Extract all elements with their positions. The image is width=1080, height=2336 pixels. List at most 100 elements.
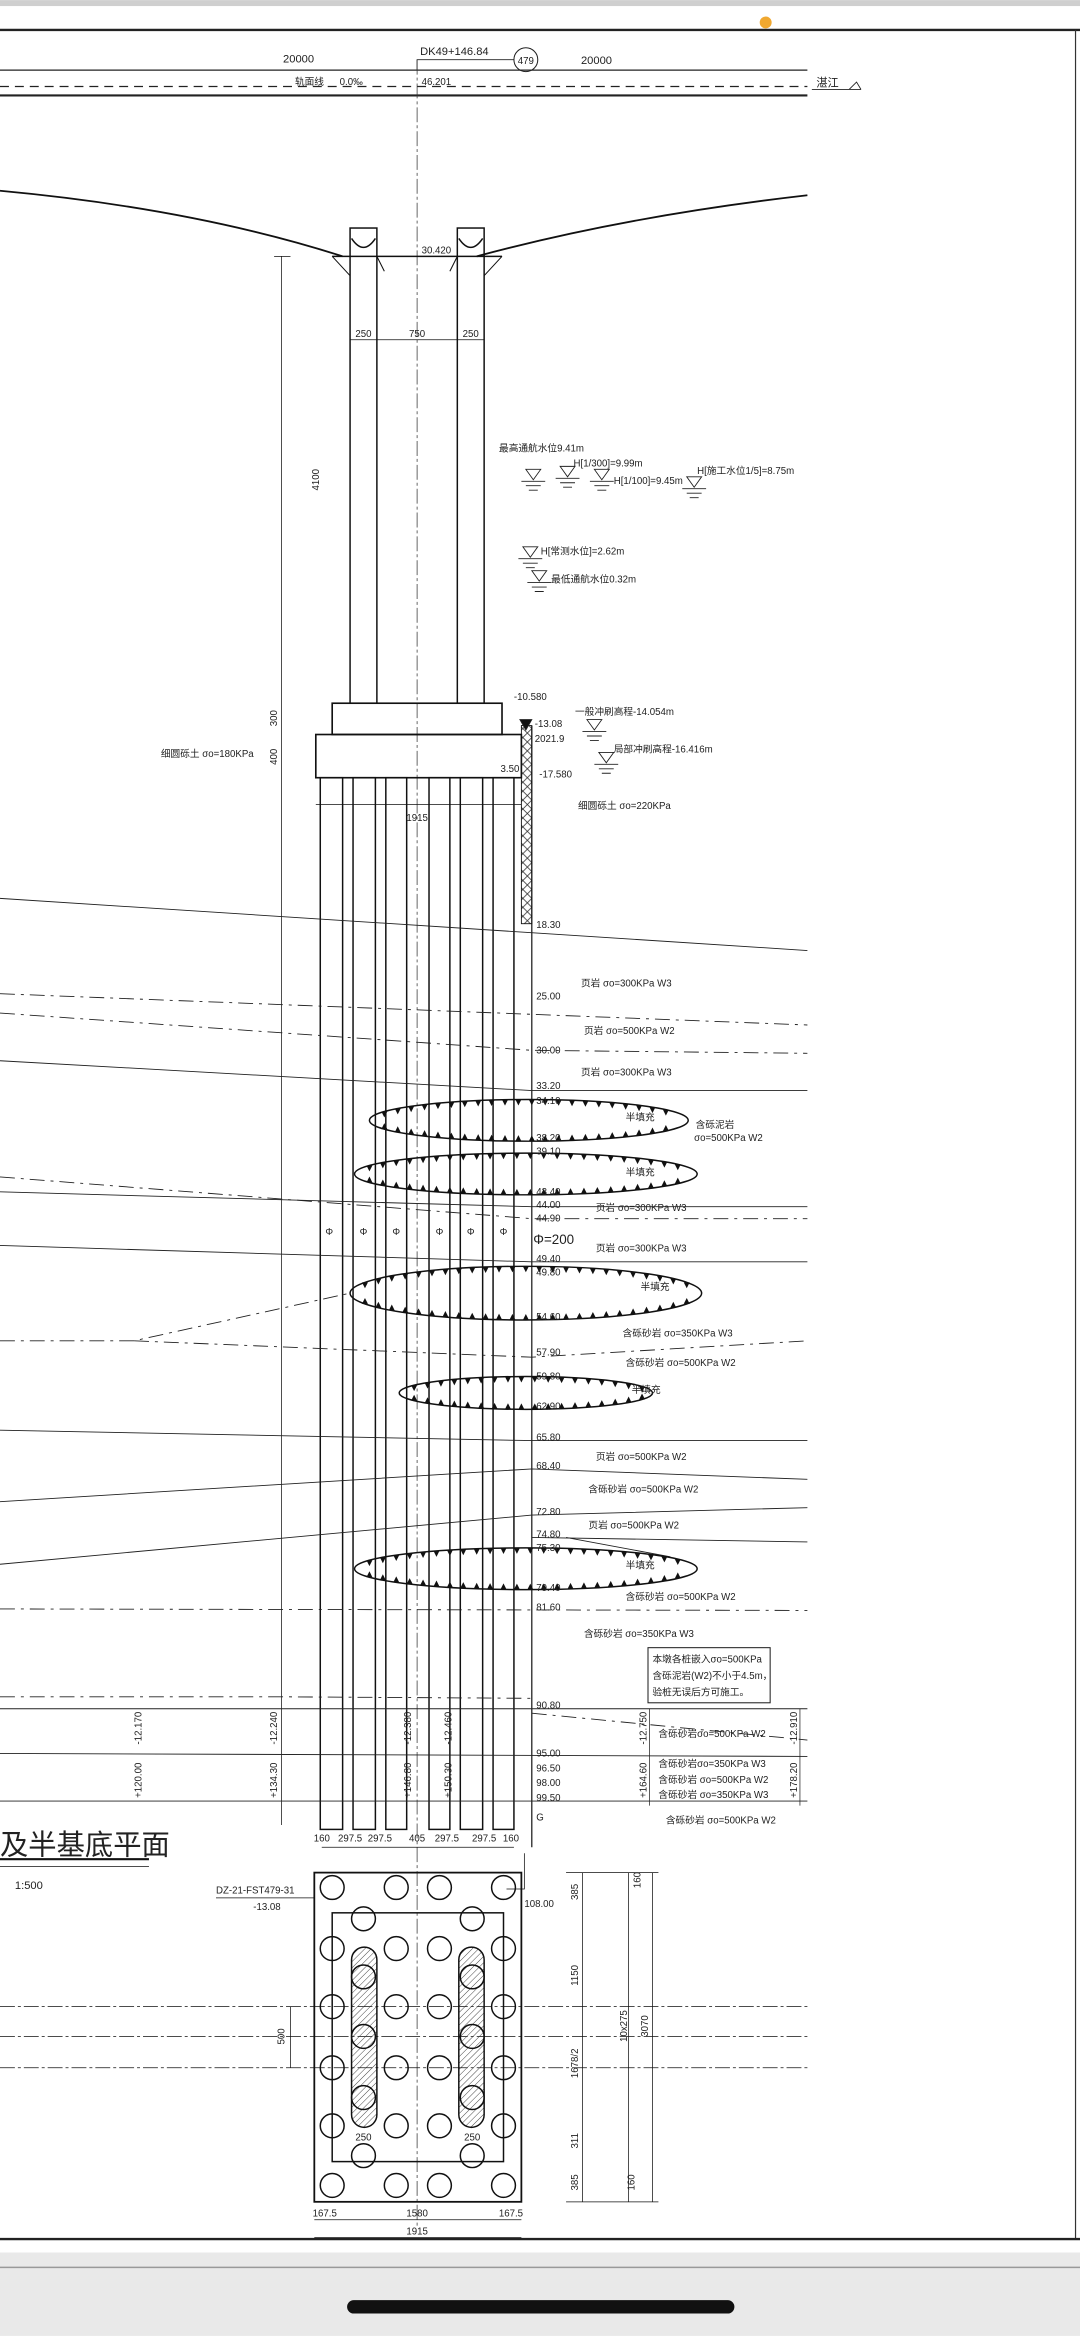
cavity-tick (609, 1132, 616, 1139)
pile (352, 776, 377, 1831)
cavity-tick (420, 1552, 427, 1558)
pile-circle (459, 2023, 485, 2050)
cavity-tick (513, 1583, 520, 1590)
label-depth-marks-0: 18.30 (536, 920, 560, 931)
cavity-tick (576, 1267, 583, 1274)
home-indicator[interactable] (347, 2300, 735, 2314)
label-plan-dim-500: 500 (277, 2028, 288, 2044)
label-depth-marks-5: 38.20 (536, 1133, 560, 1144)
label-top-span-right: 20000 (581, 55, 612, 67)
cavity-tick (500, 1583, 507, 1590)
label-plan-bottom-dims-2: 167.5 (499, 2209, 523, 2220)
cavity-tick (643, 1273, 650, 1280)
cavity-tick (394, 1126, 401, 1133)
cavity-tick (558, 1377, 565, 1384)
pile-circle (383, 2055, 409, 2081)
label-layers-9: 页岩 σo=500KPa W2 (596, 1450, 687, 1463)
cavity-tick (437, 1399, 444, 1406)
label-pile-symbol: Φ (325, 1227, 333, 1238)
label-plan-edge-dims-1: 10x275 (619, 2010, 630, 2042)
water-level-symbols (518, 465, 707, 774)
label-depth-marks-27: 99.50 (536, 1793, 560, 1804)
label-depth-marks-10: 49.40 (536, 1254, 560, 1265)
cavity-tick (502, 1134, 508, 1141)
cavity-tick (540, 1583, 547, 1590)
label-plan-edge-dims-2: 160 (627, 2174, 638, 2190)
pile-circle (490, 1874, 517, 1901)
label-plan-side-dims-0: 385 (570, 1884, 581, 1900)
cavity-tick (648, 1182, 654, 1189)
cavity-tick (500, 1153, 507, 1160)
cavity-tick (433, 1185, 440, 1192)
cavity-tick (478, 1402, 485, 1409)
cavity-tick (661, 1161, 668, 1168)
cavity-tick (522, 1266, 529, 1273)
water-level-icon (594, 751, 619, 774)
cavity-tick (388, 1304, 395, 1311)
cavity-tick (487, 1583, 494, 1590)
label-plan-bottom-dims-1: 1580 (406, 2209, 428, 2220)
layer-line (0, 1176, 808, 1220)
label-plan-spacing-dims-2: 297.5 (368, 1833, 392, 1844)
cavity-tick (558, 1402, 565, 1409)
label-cavity-label: 半填充 (626, 1559, 655, 1572)
cavity-tick (433, 1550, 440, 1557)
cavity-tick (421, 1104, 428, 1111)
cavity-tick (594, 1186, 601, 1193)
label-plan-side-dims-3: 311 (570, 2133, 581, 2148)
layer-line (0, 993, 808, 1026)
label-plan-spacing-dims-0: 160 (314, 1833, 330, 1844)
label-depth-marks-23: 90.80 (536, 1701, 560, 1712)
cavity-tick (572, 1377, 578, 1384)
label-top-pier-no: 479 (518, 56, 534, 67)
cavity-tick (487, 1153, 494, 1160)
cavity-tick (536, 1313, 543, 1320)
layer-line (0, 1468, 808, 1503)
cavity-tick (455, 1311, 462, 1318)
label-cavity-label: 半填充 (632, 1383, 661, 1396)
cavity-tick (473, 1582, 480, 1589)
label-water-levels-7: 局部冲刷高程-16.416m (614, 742, 713, 755)
ground-level-icon (519, 719, 533, 731)
pile-circle (426, 1994, 453, 2020)
cavity-tick (536, 1266, 543, 1273)
cavity-tick (616, 1270, 623, 1277)
label-plan-scale: 1:500 (15, 1880, 43, 1892)
cavity-tick (446, 1155, 453, 1162)
label-pile-tips-3-length: +150.30 (443, 1763, 454, 1798)
label-pier-dim-between: 750 (409, 329, 425, 340)
cavity-tick (589, 1311, 596, 1318)
cavity-tick (585, 1378, 592, 1385)
cavity-tick (569, 1100, 576, 1107)
cavity-tick (464, 1401, 471, 1408)
cavity-tick (491, 1377, 498, 1384)
cavity-tick (567, 1153, 574, 1160)
cavity-tick (580, 1549, 587, 1556)
label-pile-tips-4-top: -12.750 (639, 1712, 650, 1745)
cavity-tick (576, 1312, 583, 1319)
cavity-tick (420, 1184, 427, 1191)
label-water-levels-2: H[1/100]=9.45m (614, 476, 683, 487)
cavity-tick (594, 1581, 601, 1588)
cavity-tick (366, 1176, 373, 1183)
cavity-tick (674, 1177, 681, 1184)
cavity-tick (361, 1282, 368, 1289)
label-top-span-left: 20000 (283, 54, 314, 66)
cavity-tick (461, 1101, 468, 1108)
cavity-tick (540, 1188, 547, 1195)
label-plan-borehole-depth: 108.00 (524, 1899, 554, 1910)
cavity-tick (406, 1578, 413, 1585)
cavity-tick (542, 1135, 549, 1142)
pile-circle (383, 1874, 409, 1901)
label-pier-cap-h1: 300 (269, 710, 280, 726)
cavity-tick (469, 1312, 476, 1319)
cavity-tick (487, 1188, 494, 1195)
label-pile-tips-0-length: +120.00 (134, 1763, 145, 1798)
karst-cavity (398, 1375, 654, 1411)
cavity-tick (630, 1308, 637, 1315)
cavity-tick (549, 1266, 556, 1273)
cavity-tick (567, 1188, 574, 1195)
cavity-tick (442, 1269, 449, 1276)
cavity-tick (406, 1553, 413, 1560)
cavity-tick (527, 1583, 534, 1590)
